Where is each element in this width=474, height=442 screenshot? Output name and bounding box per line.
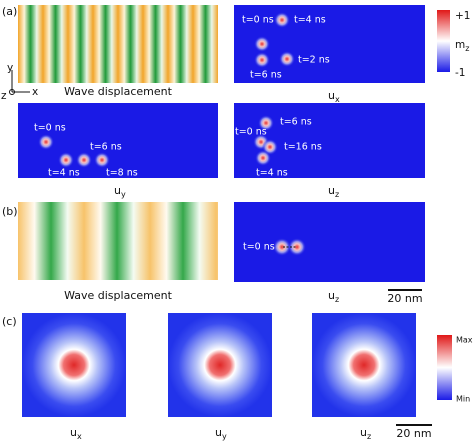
axis-dot — [9, 89, 15, 95]
caption-sub: z — [367, 432, 371, 441]
map — [312, 313, 416, 417]
colorbar — [437, 10, 450, 72]
axis-label: z — [1, 90, 7, 102]
caption-sub: x — [335, 95, 340, 104]
time-label: t=8 ns — [106, 168, 138, 179]
skyrmion — [38, 134, 54, 150]
scale-label: 20 nm — [396, 427, 431, 440]
time-label: t=6 ns — [90, 142, 122, 153]
time-label: t=4 ns — [48, 168, 80, 179]
caption-sub: z — [335, 295, 339, 304]
colorbar-title-main: m — [455, 39, 465, 51]
caption: uz — [328, 184, 339, 199]
time-label: t=0 ns — [243, 242, 275, 253]
skyrmion — [58, 152, 74, 168]
wave-map — [18, 202, 218, 280]
time-label: t=0 ns — [34, 123, 66, 134]
time-label: t=2 ns — [298, 55, 330, 66]
wave-map — [18, 5, 218, 83]
caption-sub: y — [222, 432, 227, 441]
caption-main: u — [328, 289, 335, 302]
skyrmion — [255, 150, 271, 166]
time-label: t=4 ns — [294, 15, 326, 26]
time-label: t=6 ns — [250, 70, 282, 81]
skyrmion — [288, 238, 306, 256]
skyrmions — [253, 115, 278, 166]
panel-label: (c) — [2, 315, 17, 328]
colorbar-title: mz — [455, 39, 469, 53]
skyrmion — [254, 36, 270, 52]
skyrmion — [273, 238, 291, 256]
caption: uz — [328, 289, 339, 304]
skyrmions — [38, 134, 110, 168]
caption-sub: x — [77, 432, 82, 441]
caption-main: u — [360, 426, 367, 439]
skyrmion — [76, 152, 92, 168]
panel-label: (b) — [2, 205, 18, 218]
time-label: t=4 ns — [256, 168, 288, 179]
caption: Wave displacement — [64, 85, 173, 98]
skyrmion — [279, 51, 295, 67]
caption-main: u — [328, 89, 335, 102]
scale-label: 20 nm — [387, 292, 422, 305]
caption-main: u — [114, 184, 121, 197]
caption: uy — [114, 184, 126, 199]
colorbar-label: Min — [456, 395, 470, 404]
axes-icon — [9, 70, 30, 95]
caption: ux — [328, 89, 340, 104]
caption: uz — [360, 426, 371, 441]
caption-sub: y — [121, 190, 126, 199]
time-label: t=0 ns — [235, 127, 267, 138]
panel-label: (a) — [2, 5, 17, 18]
caption: Wave displacement — [64, 289, 173, 302]
caption-sub: z — [335, 190, 339, 199]
axis-label: y — [7, 62, 13, 74]
caption: uy — [215, 426, 227, 441]
skyrmions — [254, 12, 295, 68]
skyrmion — [258, 115, 274, 131]
map — [22, 313, 126, 417]
caption-main: u — [328, 184, 335, 197]
colorbar — [437, 335, 452, 400]
skyrmion — [254, 52, 270, 68]
colorbar-label: -1 — [455, 67, 465, 79]
skyrmion — [274, 12, 290, 28]
axis-label: x — [32, 86, 38, 98]
colorbar-label: +1 — [455, 10, 470, 22]
caption-main: u — [70, 426, 77, 439]
time-label: t=16 ns — [284, 142, 322, 153]
map — [234, 202, 425, 282]
time-label: t=0 ns — [242, 15, 274, 26]
colorbar-label: Max — [456, 336, 473, 345]
colorbar-title-sub: z — [465, 44, 469, 53]
caption: ux — [70, 426, 82, 441]
time-label: t=6 ns — [280, 117, 312, 128]
caption-main: u — [215, 426, 222, 439]
skyrmion — [94, 152, 110, 168]
map — [168, 313, 272, 417]
